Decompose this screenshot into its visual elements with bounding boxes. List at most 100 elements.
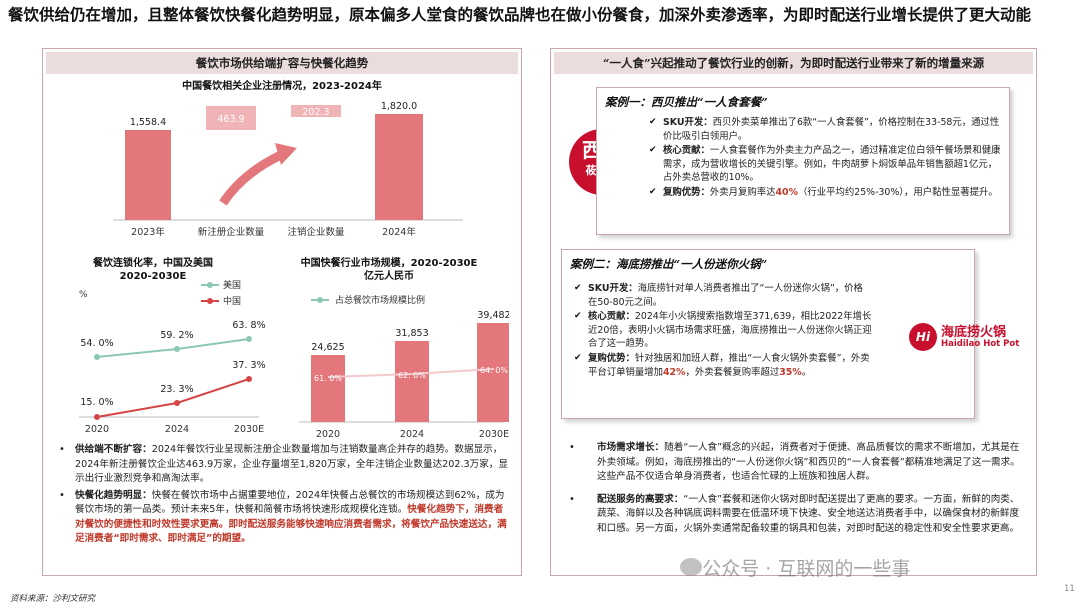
case1-sku-text: 西贝外卖菜单推出了6款“一人食套餐”，价格控制在33-58元，通过性价比吸引白领… — [663, 117, 1000, 142]
value-label-2020: 24,625 — [311, 342, 344, 353]
chart3-subtitle: 亿元人民币 — [364, 271, 414, 282]
bullet-fastfood-text: 快餐在餐饮市场中占据重要地位，2024年快餐占总餐饮的市场规模达到62%，成为餐… — [75, 489, 505, 516]
watermark: 公众号 · 互联网的一些事 — [672, 554, 910, 581]
usa-point-2020 — [94, 354, 100, 360]
case2-order-growth: 42% — [663, 366, 686, 378]
bar-2024-label: 2024年 — [382, 226, 416, 238]
source-note: 资料来源：沙利文研究 — [10, 594, 96, 604]
left-panel-title: 餐饮市场供给端扩容与快餐化趋势 — [46, 52, 518, 74]
chart3-x-2024: 2024 — [400, 429, 424, 440]
bullet-delivery: 配送服务的高要求：“一人食”套餐和迷你火锅对即时配送提出了更高的要求。一方面，新… — [563, 493, 1027, 537]
haidilao-logo: Hi 海底捞火锅 Haidilao Hot Pot — [909, 319, 1029, 359]
bar-2020 — [311, 355, 345, 422]
chart3-x-2020: 2020 — [316, 429, 340, 440]
usa-label-2024: 59. 2% — [160, 330, 193, 341]
case2-box: 案例二：海底捞推出“一人份迷你火锅” SKU开发：海底捞针对单人消费者推出了“一… — [561, 249, 975, 419]
fast-food-market-chart: 占总餐饮市场规模比例 61. 0% 62. 0% 64. 0% 24,625 3… — [299, 294, 509, 440]
haidilao-logo-mark: Hi — [909, 323, 937, 351]
case2-repurchase-text-c: 。 — [801, 366, 812, 378]
case1-sku-head: SKU开发： — [663, 117, 713, 128]
bullet-supply-text: 2024年餐饮行业呈现新注册企业数量增加与注销数量高企并存的趋势。数据显示，20… — [75, 444, 508, 484]
case1-contribution-text: 一人食套餐作为外卖主力产品之一，通过精准定位白领午餐场景和健康需求，成为营收增长… — [663, 145, 1001, 184]
case1-repurchase-text-a: 外卖月复购率达 — [709, 186, 776, 198]
bar-cancel-label: 注销企业数量 — [287, 226, 345, 238]
case2-contribution-text: 2024年小火锅搜索指数增至371,639，相比2022年增长近20倍，表明小火… — [588, 311, 872, 350]
china-label-2030: 37. 3% — [232, 360, 265, 371]
case1-repurchase-head: 复购优势： — [663, 186, 710, 198]
bullet-demand: 市场需求增长：随着“一人食”概念的兴起，消费者对于便捷、高品质餐饮的需求不断增加… — [563, 441, 1027, 485]
bar-new-registrations — [206, 106, 256, 130]
growth-arrow-head-icon — [275, 143, 297, 165]
legend-usa-marker — [207, 282, 213, 288]
bar-2024-value: 1,820.0 — [381, 101, 417, 112]
bar-2023 — [125, 130, 171, 220]
bullet-delivery-head: 配送服务的高要求： — [597, 493, 684, 505]
bullet-delivery-text: “一人食”套餐和迷你火锅对即时配送提出了更高的要求。一方面，新鲜的肉类、蔬菜、海… — [597, 493, 1020, 534]
share-label-2020: 61. 0% — [314, 374, 342, 383]
legend-china-label: 中国 — [223, 295, 241, 307]
bullet-supply: 供给端不断扩容：2024年餐饮行业呈现新注册企业数量增加与注销数量高企并存的趋势… — [55, 443, 511, 487]
case2-list: SKU开发：海底捞针对单人消费者推出了“一人份迷你火锅”，价格在50-80元之间… — [574, 282, 872, 380]
share-series-line — [327, 368, 495, 378]
right-panel: “一人食”兴起推动了餐饮行业的创新，为即时配送行业带来了新的增量来源 西贝 莜面… — [550, 48, 1037, 576]
bullet-fastfood: 快餐化趋势明显：快餐在餐饮市场中占据重要地位，2024年快餐占总餐饮的市场规模达… — [55, 489, 511, 547]
case1-contribution-head: 核心贡献： — [663, 145, 710, 157]
legend-usa-label: 美国 — [223, 279, 241, 291]
bar-2030 — [477, 323, 509, 422]
legend-china-marker — [207, 298, 213, 304]
china-label-2024: 23. 3% — [160, 384, 193, 395]
chart2-subtitle: 2020-2030E — [119, 271, 187, 282]
usa-label-2020: 54. 0% — [80, 338, 113, 349]
bar-cancellations — [291, 105, 341, 117]
case1-repurchase-text-b: （行业平均约25%-30%），用户黏性显著提升。 — [797, 186, 998, 198]
case1-list: SKU开发：西贝外卖菜单推出了6款“一人食套餐”，价格控制在33-58元，通过性… — [649, 116, 1003, 201]
case2-repurchase-rate: 35% — [779, 366, 802, 378]
chart3-title: 中国快餐行业市场规模，2020-2030E 亿元人民币 — [289, 257, 489, 283]
usa-point-2024 — [174, 346, 180, 352]
china-label-2020: 15. 0% — [80, 397, 113, 408]
bullet-demand-head: 市场需求增长： — [597, 442, 665, 453]
legend-share-marker — [317, 297, 323, 303]
haidilao-logo-en: Haidilao Hot Pot — [941, 339, 1020, 349]
bullet-fastfood-highlight: 快餐化趋势下，消费者对餐饮的便捷性和时效性要求更高。即时配送服务能够快速响应消费… — [75, 504, 507, 544]
case1-item-contribution: 核心贡献：一人食套餐作为外卖主力产品之一，通过精准定位白领午餐场景和健康需求，成… — [649, 144, 1003, 185]
case2-contribution-head: 核心贡献： — [588, 311, 635, 323]
china-point-2020 — [94, 414, 100, 420]
bar-2023-value: 1,558.4 — [130, 117, 166, 128]
chart2-title: 餐饮连锁化率，中国及美国 2020-2030E — [73, 257, 233, 283]
usa-label-2030: 63. 8% — [232, 320, 265, 331]
chart2-unit: % — [79, 290, 88, 300]
case2-repurchase-head: 复购优势： — [588, 352, 635, 364]
share-label-2030: 64. 0% — [480, 366, 508, 375]
case2-repurchase-text-a: 针对独居和加班人群，推出“一人食火锅外卖套餐”，外卖平台订单销量增加 — [588, 352, 870, 378]
china-point-2024 — [174, 400, 180, 406]
case2-item-repurchase: 复购优势：针对独居和加班人群，推出“一人食火锅外卖套餐”，外卖平台订单销量增加4… — [574, 352, 872, 379]
china-point-2030 — [246, 376, 252, 382]
case1-repurchase-rate: 40% — [775, 186, 798, 198]
case1-box: 案例一：西贝推出“一人食套餐” SKU开发：西贝外卖菜单推出了6款“一人食套餐”… — [596, 87, 1010, 235]
usa-point-2030 — [246, 336, 252, 342]
chart2-title-text: 餐饮连锁化率，中国及美国 — [93, 258, 213, 269]
case1-item-repurchase: 复购优势：外卖月复购率达40%（行业平均约25%-30%），用户黏性显著提升。 — [649, 186, 1003, 200]
page-headline: 餐饮供给仍在增加，且整体餐饮快餐化趋势明显，原本偏多人堂食的餐饮品牌也在做小份餐… — [8, 5, 1032, 24]
case2-item-contribution: 核心贡献：2024年小火锅搜索指数增至371,639，相比2022年增长近20倍… — [574, 310, 872, 351]
bullet-fastfood-head: 快餐化趋势明显： — [75, 489, 152, 501]
legend-share-label: 占总餐饮市场规模比例 — [335, 294, 425, 306]
watermark-text: 公众号 · 互联网的一些事 — [702, 558, 911, 580]
value-label-2030: 39,482 — [477, 310, 509, 321]
wechat-watermark-icon — [680, 558, 702, 576]
bullet-supply-head: 供给端不断扩容： — [75, 444, 152, 455]
chart2-x-2020: 2020 — [85, 424, 109, 435]
bar-new-label: 新注册企业数量 — [198, 226, 265, 238]
registration-waterfall-chart: 1,558.4 463.9 202.3 1,820.0 2023年 新注册企业数… — [113, 101, 463, 238]
case2-item-sku: SKU开发：海底捞针对单人消费者推出了“一人份迷你火锅”，价格在50-80元之间… — [574, 282, 872, 309]
chart2-x-2024: 2024 — [165, 424, 189, 435]
case1-item-sku: SKU开发：西贝外卖菜单推出了6款“一人食套餐”，价格控制在33-58元，通过性… — [649, 116, 1003, 143]
chart3-x-2030: 2030E — [479, 429, 509, 440]
chart3-title-text: 中国快餐行业市场规模，2020-2030E — [300, 258, 478, 269]
right-panel-title: “一人食”兴起推动了餐饮行业的创新，为即时配送行业带来了新的增量来源 — [554, 52, 1033, 74]
growth-arrow-icon — [219, 150, 283, 206]
left-bullets: 供给端不断扩容：2024年餐饮行业呈现新注册企业数量增加与注销数量高企并存的趋势… — [55, 443, 511, 549]
bar-2023-label: 2023年 — [131, 226, 165, 238]
right-bullets: 市场需求增长：随着“一人食”概念的兴起，消费者对于便捷、高品质餐饮的需求不断增加… — [563, 441, 1027, 544]
